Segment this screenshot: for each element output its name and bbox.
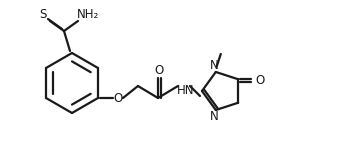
Text: NH₂: NH₂ xyxy=(77,9,99,22)
Text: N: N xyxy=(209,110,218,122)
Text: O: O xyxy=(155,64,164,78)
Text: HN: HN xyxy=(177,84,195,97)
Text: O: O xyxy=(113,91,123,104)
Text: N: N xyxy=(209,60,218,73)
Text: O: O xyxy=(256,74,265,87)
Text: S: S xyxy=(39,7,47,20)
